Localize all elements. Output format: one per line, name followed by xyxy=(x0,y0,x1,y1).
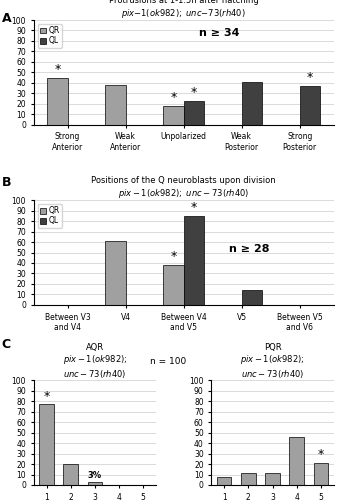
Title: Positions of the Q neuroblasts upon division
$\it{pix-1(ok982);}$ $\it{unc-73(rh: Positions of the Q neuroblasts upon divi… xyxy=(91,176,276,200)
Text: *: * xyxy=(318,448,324,462)
Bar xyxy=(63,464,78,485)
Text: *: * xyxy=(191,202,197,214)
Text: n ≥ 34: n ≥ 34 xyxy=(200,28,240,38)
Bar xyxy=(265,474,280,485)
Text: *: * xyxy=(171,92,177,104)
Bar xyxy=(47,78,68,124)
Text: 3%: 3% xyxy=(88,471,102,480)
Bar xyxy=(242,82,262,124)
Title: PQR
$\it{pix-1(ok982);}$
$\it{unc-73(rh40)}$: PQR $\it{pix-1(ok982);}$ $\it{unc-73(rh4… xyxy=(240,342,305,380)
Bar xyxy=(39,404,54,485)
Text: A: A xyxy=(2,12,11,26)
Bar xyxy=(289,437,304,485)
Title: AQR
$\it{pix-1(ok982);}$
$\it{unc-73(rh40)}$: AQR $\it{pix-1(ok982);}$ $\it{unc-73(rh4… xyxy=(63,342,127,380)
Bar xyxy=(241,474,255,485)
Bar xyxy=(105,85,126,124)
Text: B: B xyxy=(2,176,11,189)
Bar xyxy=(217,476,232,485)
Bar xyxy=(242,290,262,305)
Bar xyxy=(300,86,320,124)
Text: *: * xyxy=(54,63,61,76)
Text: n = 100: n = 100 xyxy=(150,358,187,366)
Title: Protrusions at 1-1.5h after hatching
$\it{pix}$$\it{-1(ok982);}$ $\it{unc}$$\it{: Protrusions at 1-1.5h after hatching $\i… xyxy=(109,0,258,20)
Bar xyxy=(105,241,126,305)
Bar xyxy=(163,106,184,124)
Bar xyxy=(313,463,328,485)
Legend: QR, QL: QR, QL xyxy=(37,24,62,48)
Text: *: * xyxy=(171,250,177,264)
Legend: QR, QL: QR, QL xyxy=(37,204,62,228)
Text: n ≥ 28: n ≥ 28 xyxy=(229,244,270,254)
Bar xyxy=(88,482,102,485)
Text: *: * xyxy=(307,72,313,85)
Text: *: * xyxy=(43,390,50,403)
Bar xyxy=(184,100,204,124)
Text: C: C xyxy=(2,338,11,350)
Bar xyxy=(184,216,204,305)
Bar xyxy=(163,265,184,305)
Text: *: * xyxy=(191,86,197,99)
